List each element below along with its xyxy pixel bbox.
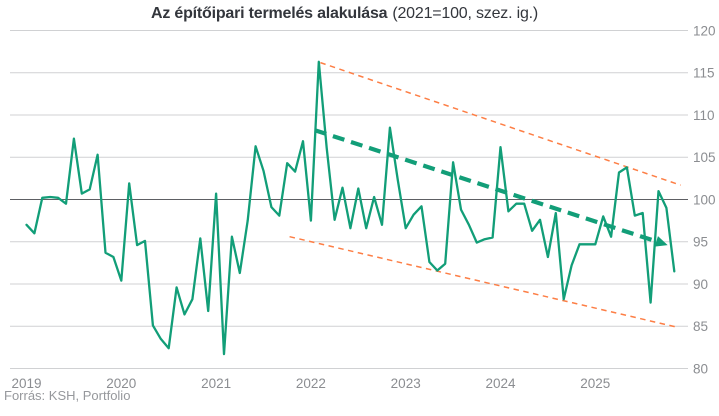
- chart-title-suffix: (2021=100, szez. ig.): [392, 5, 539, 22]
- x-axis-label: 2019: [11, 376, 41, 391]
- y-axis-label: 90: [693, 277, 708, 292]
- x-axis-label: 2022: [296, 376, 326, 391]
- y-axis-labels: 80 85 90 95 100 105 110 115 120: [693, 23, 716, 376]
- y-axis-label: 100: [693, 192, 716, 207]
- chart-title: Az építőipari termelés alakulása (2021=10…: [0, 5, 689, 23]
- y-axis-label: 95: [693, 235, 708, 250]
- x-axis-labels: 2019 2020 2021 2022 2023 2024 2025: [11, 376, 610, 391]
- y-axis-label: 115: [693, 66, 715, 81]
- x-axis-label: 2025: [580, 376, 610, 391]
- x-axis-label: 2023: [391, 376, 421, 391]
- x-axis-label: 2024: [485, 376, 516, 391]
- y-axis-label: 120: [693, 23, 716, 38]
- channel-upper-line: [320, 61, 681, 186]
- y-axis-label: 105: [693, 150, 716, 165]
- y-axis-label: 110: [693, 108, 715, 123]
- trend-line: [314, 128, 661, 245]
- series-line: [25, 60, 676, 356]
- x-axis-label: 2021: [201, 376, 231, 391]
- x-axis-label: 2020: [106, 376, 136, 391]
- chart-title-main: Az építőipari termelés alakulása: [150, 5, 388, 22]
- source-caption: Forrás: KSH, Portfolio: [4, 388, 131, 403]
- y-axis-label: 80: [693, 361, 708, 376]
- trend-arrowhead: [654, 236, 668, 247]
- channel-lower-line: [289, 235, 677, 328]
- gridlines: [10, 30, 688, 369]
- y-axis-label: 85: [693, 319, 708, 334]
